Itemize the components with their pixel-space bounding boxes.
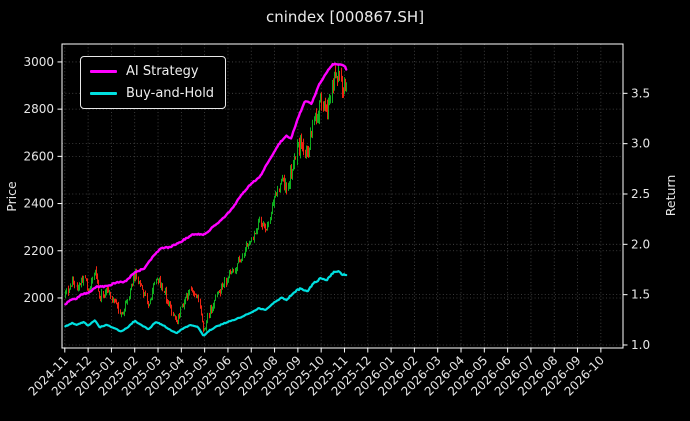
return-axis-label: Return: [663, 174, 679, 217]
svg-text:2.0: 2.0: [631, 237, 650, 251]
legend-label-buy-and-hold: Buy-and-Hold: [126, 86, 215, 101]
svg-text:1.0: 1.0: [631, 338, 650, 352]
svg-text:1.5: 1.5: [631, 288, 650, 302]
svg-text:2200: 2200: [23, 244, 54, 258]
svg-text:2800: 2800: [23, 102, 54, 116]
ai-strategy-line-swatch: [90, 70, 117, 73]
price-axis-label: Price: [3, 181, 19, 212]
svg-text:3.5: 3.5: [631, 86, 650, 100]
buy-and-hold-line-swatch: [90, 92, 117, 95]
chart-title: cnindex [000867.SH]: [265, 8, 425, 26]
svg-text:2.5: 2.5: [631, 187, 650, 201]
legend: AI Strategy Buy-and-Hold: [80, 56, 227, 109]
svg-text:2000: 2000: [23, 291, 54, 305]
svg-text:2600: 2600: [23, 149, 54, 163]
legend-item-ai-strategy: AI Strategy: [90, 64, 214, 79]
legend-item-buy-and-hold: Buy-and-Hold: [90, 86, 214, 101]
legend-label-ai-strategy: AI Strategy: [126, 64, 199, 79]
svg-text:3000: 3000: [23, 55, 54, 69]
svg-text:2400: 2400: [23, 197, 54, 211]
svg-text:3.0: 3.0: [631, 137, 650, 151]
